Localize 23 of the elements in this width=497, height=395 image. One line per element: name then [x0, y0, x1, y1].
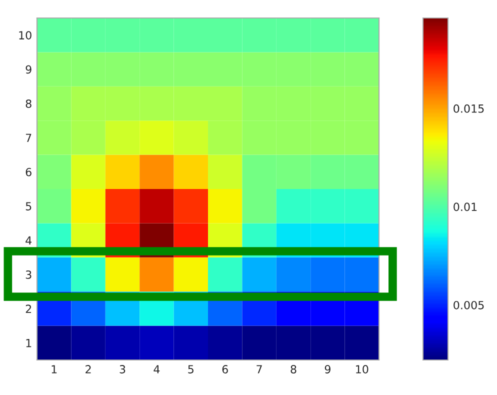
x-tick-label: 1	[52, 365, 57, 374]
y-tick-label: 1	[26, 339, 32, 348]
y-tick-label: 7	[26, 134, 32, 142]
color-bar-label: 0.005	[454, 300, 484, 310]
y-tick-label: 10	[19, 31, 32, 40]
x-tick-label: 8	[290, 365, 296, 374]
x-tick-label: 2	[86, 365, 91, 374]
y-tick-label: 2	[26, 304, 32, 313]
x-tick-label: 3	[120, 365, 126, 374]
y-tick-label: 9	[26, 65, 32, 74]
x-tick-label: 5	[188, 365, 194, 374]
x-tick-label: 6	[222, 365, 228, 374]
x-tick-label: 9	[324, 365, 330, 374]
color-bar-label: 0.015	[454, 104, 484, 113]
y-tick-label: 3	[26, 270, 32, 279]
y-tick-label: 8	[26, 99, 32, 108]
y-tick-label: 4	[26, 236, 32, 245]
y-tick-label: 6	[26, 168, 32, 176]
x-tick-label: 10	[356, 365, 368, 374]
x-tick-label: 4	[154, 365, 160, 374]
x-tick-label: 7	[256, 365, 262, 374]
y-tick-label: 5	[26, 202, 32, 210]
color-bar-label: 0.01	[454, 202, 477, 212]
